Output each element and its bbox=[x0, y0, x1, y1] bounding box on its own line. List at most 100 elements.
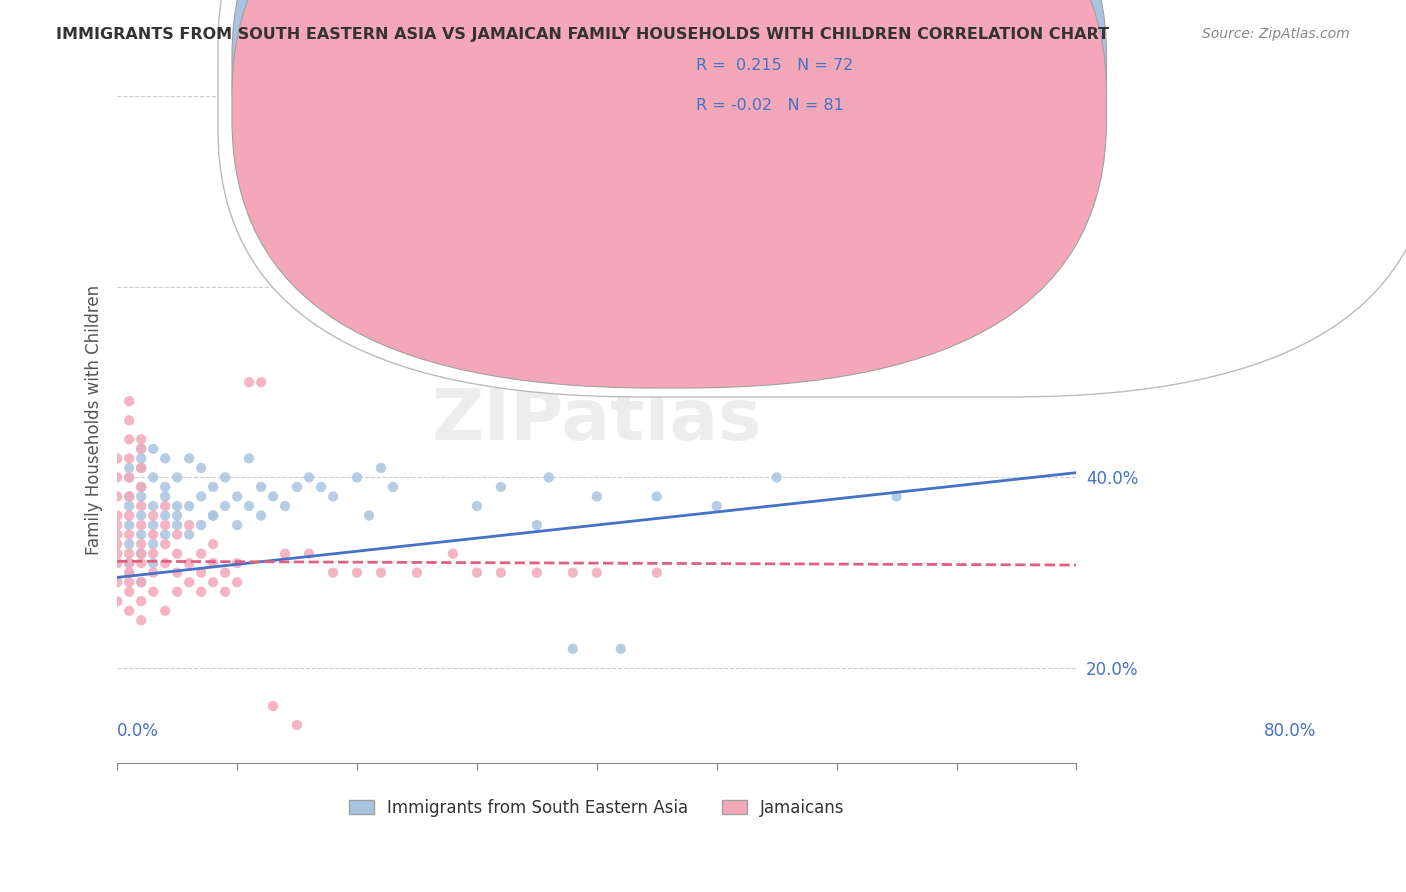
Point bbox=[118, 470, 141, 484]
Point bbox=[226, 518, 249, 533]
Point bbox=[118, 575, 141, 590]
Point bbox=[561, 566, 583, 580]
Point bbox=[179, 556, 201, 570]
Point bbox=[129, 508, 152, 523]
Point bbox=[118, 566, 141, 580]
Text: ZIPatlas: ZIPatlas bbox=[432, 385, 762, 455]
Point bbox=[179, 499, 201, 513]
Point bbox=[298, 547, 321, 561]
Point bbox=[142, 547, 165, 561]
Point bbox=[118, 556, 141, 570]
Point bbox=[309, 480, 332, 494]
Point bbox=[153, 518, 176, 533]
Point bbox=[214, 470, 236, 484]
Point bbox=[886, 490, 908, 504]
Point bbox=[118, 461, 141, 475]
Point bbox=[118, 413, 141, 427]
Point bbox=[153, 508, 176, 523]
Point bbox=[129, 451, 152, 466]
Point bbox=[129, 556, 152, 570]
Point bbox=[285, 718, 308, 732]
Point bbox=[142, 537, 165, 551]
Point bbox=[322, 566, 344, 580]
Point bbox=[262, 490, 284, 504]
Point bbox=[238, 499, 260, 513]
Point bbox=[105, 490, 128, 504]
Point bbox=[142, 584, 165, 599]
Point bbox=[202, 508, 225, 523]
Point bbox=[226, 490, 249, 504]
Point bbox=[153, 537, 176, 551]
Point bbox=[585, 566, 607, 580]
Point bbox=[202, 537, 225, 551]
Point bbox=[142, 442, 165, 456]
Point bbox=[526, 518, 548, 533]
Point bbox=[202, 575, 225, 590]
Point bbox=[190, 518, 212, 533]
Point bbox=[645, 490, 668, 504]
Point bbox=[142, 518, 165, 533]
Point bbox=[129, 527, 152, 541]
Point bbox=[118, 547, 141, 561]
Point bbox=[118, 518, 141, 533]
Point bbox=[537, 470, 560, 484]
Point bbox=[166, 584, 188, 599]
Point bbox=[105, 537, 128, 551]
Text: 0.0%: 0.0% bbox=[117, 722, 159, 740]
Point bbox=[238, 375, 260, 389]
Point bbox=[153, 499, 176, 513]
Point bbox=[118, 556, 141, 570]
Point bbox=[153, 527, 176, 541]
Point bbox=[153, 604, 176, 618]
Point bbox=[166, 508, 188, 523]
Point bbox=[118, 604, 141, 618]
Point bbox=[370, 566, 392, 580]
Point bbox=[166, 518, 188, 533]
Point bbox=[406, 232, 429, 246]
Point bbox=[190, 566, 212, 580]
Point bbox=[190, 584, 212, 599]
Point bbox=[526, 566, 548, 580]
Point bbox=[105, 518, 128, 533]
Point bbox=[214, 499, 236, 513]
Point bbox=[105, 470, 128, 484]
Point bbox=[142, 470, 165, 484]
Point bbox=[105, 556, 128, 570]
Point bbox=[105, 527, 128, 541]
Point bbox=[129, 433, 152, 447]
Point bbox=[489, 480, 512, 494]
Point bbox=[561, 641, 583, 656]
Point bbox=[250, 508, 273, 523]
Point bbox=[179, 575, 201, 590]
Point bbox=[105, 451, 128, 466]
Point bbox=[298, 470, 321, 484]
Point bbox=[129, 442, 152, 456]
Point bbox=[166, 470, 188, 484]
Point bbox=[190, 461, 212, 475]
Point bbox=[129, 480, 152, 494]
Point bbox=[129, 547, 152, 561]
Point bbox=[129, 480, 152, 494]
Point bbox=[129, 575, 152, 590]
Point bbox=[489, 566, 512, 580]
Point bbox=[129, 575, 152, 590]
Point bbox=[645, 566, 668, 580]
Point bbox=[118, 394, 141, 409]
Point bbox=[118, 490, 141, 504]
Point bbox=[142, 566, 165, 580]
Point bbox=[226, 575, 249, 590]
Point bbox=[179, 527, 201, 541]
Point bbox=[285, 480, 308, 494]
Point bbox=[706, 499, 728, 513]
Point bbox=[274, 547, 297, 561]
Point bbox=[465, 566, 488, 580]
Point bbox=[250, 480, 273, 494]
Point bbox=[381, 480, 404, 494]
Point bbox=[129, 594, 152, 608]
Point bbox=[250, 375, 273, 389]
Text: R =  0.215   N = 72: R = 0.215 N = 72 bbox=[696, 58, 853, 72]
Point bbox=[129, 499, 152, 513]
Point bbox=[129, 518, 152, 533]
Point bbox=[153, 556, 176, 570]
Y-axis label: Family Households with Children: Family Households with Children bbox=[86, 285, 103, 556]
